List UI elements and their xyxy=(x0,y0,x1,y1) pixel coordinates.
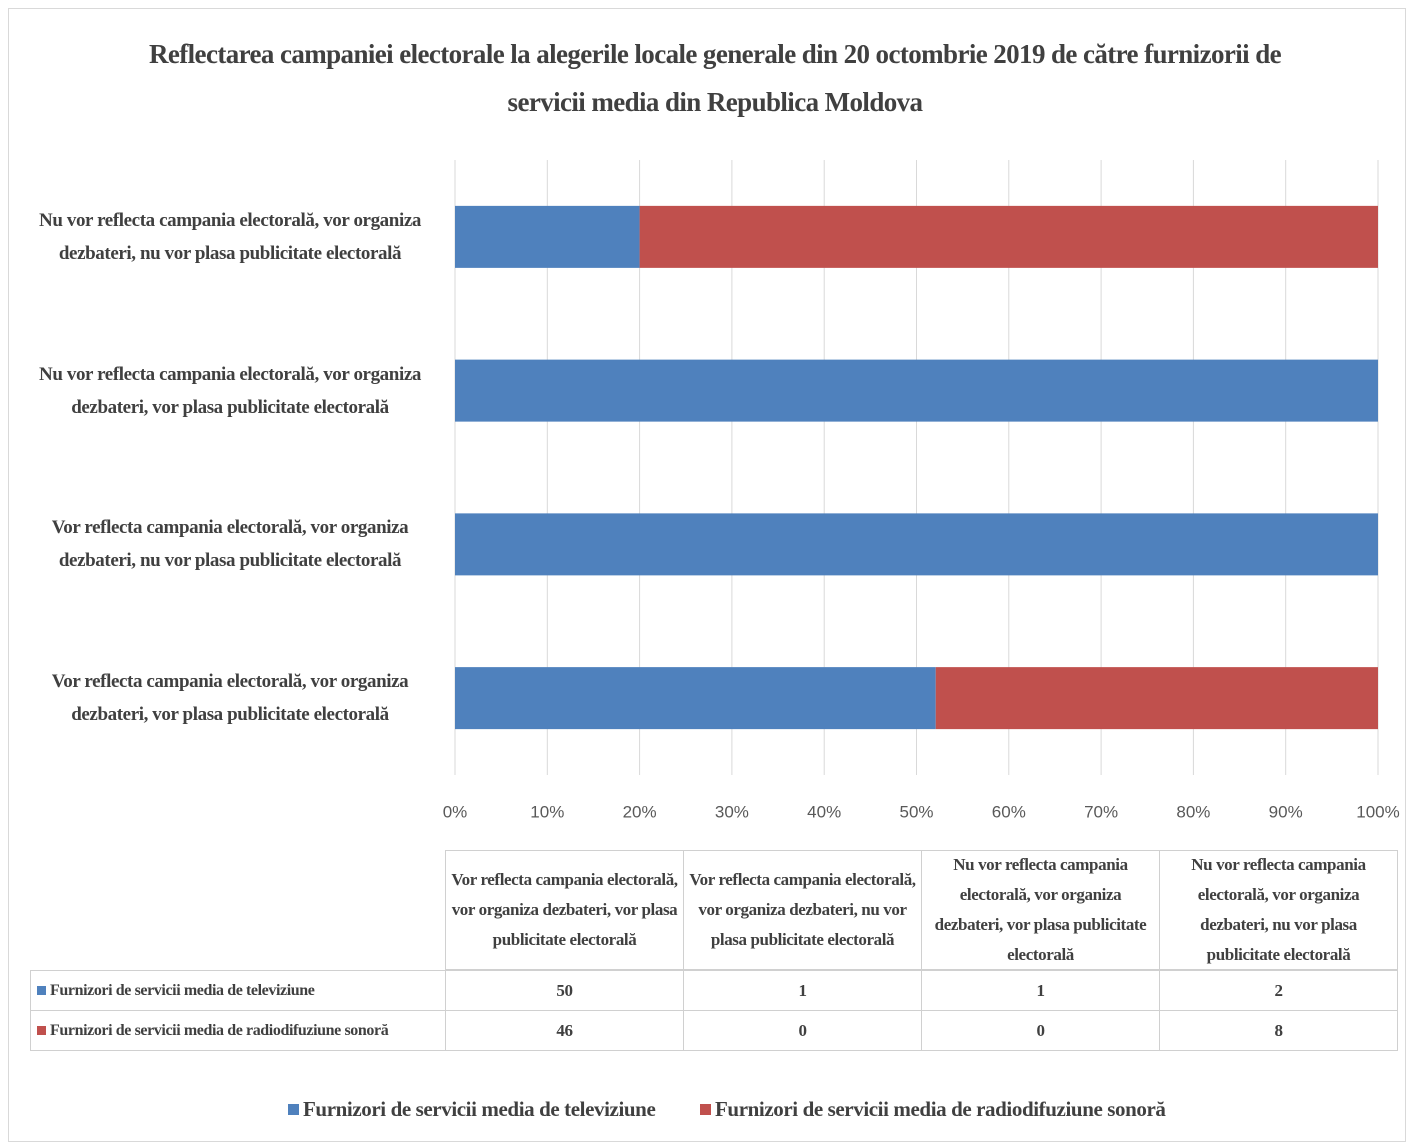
x-tick-label: 40% xyxy=(807,802,841,821)
bar-segment xyxy=(935,667,1378,730)
x-tick-label: 50% xyxy=(899,802,933,821)
table-cell: 2 xyxy=(1159,970,1398,1011)
y-tick-label: Nu vor reflecta campania electorală, vor… xyxy=(39,363,421,418)
table-cell: 8 xyxy=(1159,1010,1398,1051)
table-header: Vor reflecta campania electorală, vor or… xyxy=(445,850,684,970)
x-tick-label: 10% xyxy=(530,802,564,821)
x-tick-label: 30% xyxy=(715,802,749,821)
table-header: Vor reflecta campania electorală, vor or… xyxy=(683,850,922,970)
x-tick-label: 100% xyxy=(1356,802,1399,821)
legend-key xyxy=(37,1026,46,1035)
row-label-text: Furnizori de servicii media de radiodifu… xyxy=(50,1021,389,1039)
legend-label: Furnizori de servicii media de radiodifu… xyxy=(715,1096,1166,1121)
bar-segment xyxy=(455,513,1378,576)
bar-segment xyxy=(455,205,640,268)
x-tick-label: 60% xyxy=(992,802,1026,821)
legend-item: Furnizori de servicii media de radiodifu… xyxy=(700,1094,1166,1124)
legend-key xyxy=(37,986,46,995)
bar-segment xyxy=(639,205,1378,268)
table-cell: 50 xyxy=(445,970,684,1011)
legend-key xyxy=(288,1103,299,1115)
legend-item: Furnizori de servicii media de televiziu… xyxy=(288,1094,656,1124)
y-tick-label: Nu vor reflecta campania electorală, vor… xyxy=(39,209,421,264)
table-header: Nu vor reflecta campania electorală, vor… xyxy=(921,850,1160,970)
x-tick-label: 20% xyxy=(623,802,657,821)
bar-segment xyxy=(455,359,1378,422)
x-tick-label: 90% xyxy=(1269,802,1303,821)
table-cell: 0 xyxy=(683,1010,922,1051)
table-row-label: Furnizori de servicii media de televiziu… xyxy=(30,970,446,1011)
table-cell: 0 xyxy=(921,1010,1160,1051)
table-row-label: Furnizori de servicii media de radiodifu… xyxy=(30,1010,446,1051)
chart-title: Reflectarea campaniei electorale la aleg… xyxy=(148,39,1282,117)
y-tick-label: Vor reflecta campania electorală, vor or… xyxy=(51,517,409,572)
legend-label: Furnizori de servicii media de televiziu… xyxy=(303,1096,656,1121)
bar-segment xyxy=(455,667,936,730)
table-cell: 1 xyxy=(683,970,922,1011)
table-header: Nu vor reflecta campania electorală, vor… xyxy=(1159,850,1398,970)
chart-frame xyxy=(8,8,1406,1142)
x-tick-label: 0% xyxy=(443,802,468,821)
y-tick-label: Vor reflecta campania electorală, vor or… xyxy=(51,671,409,726)
legend-key xyxy=(700,1103,711,1115)
x-tick-label: 80% xyxy=(1176,802,1210,821)
row-label-text: Furnizori de servicii media de televiziu… xyxy=(50,981,315,999)
table-cell: 46 xyxy=(445,1010,684,1051)
table-cell: 1 xyxy=(921,970,1160,1011)
x-tick-label: 70% xyxy=(1084,802,1118,821)
